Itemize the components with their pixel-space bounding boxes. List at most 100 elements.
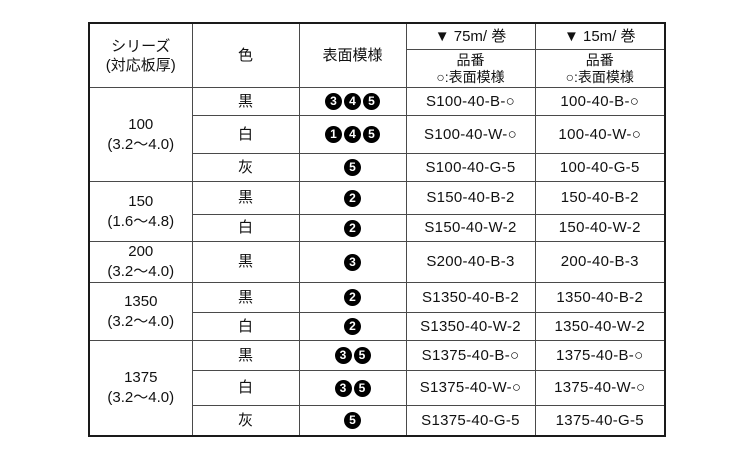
part-number-pattern-note: ○:表面模様 — [436, 68, 505, 85]
pattern-badge-1: 1 — [325, 126, 342, 144]
header-series: シリーズ (対応板厚) — [88, 22, 193, 88]
series-cell: 200 (3.2～4.0) — [88, 241, 193, 283]
part-number-15m-cell: 1375-40-B-○ — [534, 340, 666, 371]
table-row: 150 (1.6～4.8) 黒 2 S150-40-B-2 150-40-B-2 — [88, 181, 666, 242]
color-cell: 灰 — [191, 405, 300, 436]
pattern-cell: 2 — [298, 181, 407, 215]
part-number-75m-cell: S1350-40-W-2 — [405, 312, 536, 341]
series-thickness: (3.2～4.0) — [107, 263, 175, 280]
part-number-75m-cell: S1350-40-B-2 — [405, 282, 536, 313]
series-cell: 150 (1.6～4.8) — [88, 181, 193, 242]
color-cell: 黒 — [191, 282, 300, 313]
table-row: 1375 (3.2～4.0) 黒 3 5 S1375-40-B-○ 1375-40-B-○ — [88, 340, 666, 436]
pattern-badge-3: 3 — [334, 347, 352, 365]
pattern-badge-4: 4 — [344, 93, 361, 111]
part-number-15m-cell: 100-40-G-5 — [534, 153, 666, 182]
header-series-thickness: (対応板厚) — [105, 56, 176, 74]
part-number-75m-cell: S1375-40-G-5 — [405, 405, 536, 436]
color-cell: 白 — [191, 312, 300, 341]
part-number-pattern-note: ○:表面模様 — [565, 68, 634, 85]
series-number: 1350 — [124, 292, 158, 310]
pattern-badge-3: 3 — [334, 379, 352, 397]
part-number-15m-cell: 100-40-W-○ — [534, 115, 666, 154]
pattern-badge-2: 2 — [344, 318, 361, 336]
table-row: 100 (3.2～4.0) 黒 3 4 5 S100-40-B-○ 100-40-B-○ — [88, 87, 666, 182]
table-row: 1350 (3.2～4.0) 黒 2 S1350-40-B-2 1350-40-B-2 — [88, 282, 666, 341]
part-number-15m-cell: 1350-40-B-2 — [534, 282, 666, 313]
pattern-badge-5: 5 — [363, 93, 380, 111]
header-series-title: シリーズ — [111, 37, 171, 55]
series-cell: 1350 (3.2～4.0) — [88, 282, 193, 341]
color-cell: 黒 — [191, 181, 300, 215]
header-pattern: 表面模様 — [298, 22, 407, 88]
table-body: 100 (3.2～4.0) 黒 3 4 5 S100-40-B-○ 100-40-B-○ 白 1 4… — [88, 87, 666, 436]
part-number-75m-cell: S100-40-B-○ — [405, 87, 536, 116]
part-number-75m-cell: S100-40-W-○ — [405, 115, 536, 154]
pattern-badge-2: 2 — [344, 189, 361, 207]
pattern-badge-4: 4 — [344, 126, 361, 144]
series-number: 1375 — [124, 368, 158, 386]
series-thickness: (3.2～4.0) — [107, 312, 175, 330]
pattern-cell: 5 — [298, 153, 407, 182]
part-number-15m-cell: 200-40-B-3 — [534, 241, 666, 283]
part-number-15m-cell: 150-40-B-2 — [534, 181, 666, 215]
part-number-75m-cell: S1375-40-B-○ — [405, 340, 536, 371]
part-number-15m-cell: 100-40-B-○ — [534, 87, 666, 116]
header-part-number-75m: 品番 ○:表面模様 — [405, 49, 536, 88]
pattern-badge-5: 5 — [363, 126, 380, 144]
series-number: 150 — [128, 192, 154, 210]
pattern-cell: 3 — [298, 241, 407, 283]
pattern-badge-5: 5 — [344, 159, 361, 177]
series-number: 200 — [128, 243, 154, 260]
pattern-badge-5: 5 — [353, 347, 371, 365]
series-cell: 100 (3.2～4.0) — [88, 87, 193, 182]
pattern-cell: 5 — [298, 405, 407, 436]
part-number-75m-cell: S150-40-W-2 — [405, 214, 536, 242]
part-number-75m-cell: S100-40-G-5 — [405, 153, 536, 182]
series-number: 100 — [128, 115, 154, 133]
table-header: シリーズ (対応板厚) 色 表面模様 ▼ 75m/ 巻 ▼ 15m/ 巻 品番 … — [88, 22, 666, 88]
part-number-15m-cell: 1350-40-W-2 — [534, 312, 666, 341]
pattern-badge-3: 3 — [344, 253, 361, 271]
part-number-15m-cell: 1375-40-W-○ — [534, 370, 666, 406]
part-number-75m-cell: S150-40-B-2 — [405, 181, 536, 215]
series-thickness: (1.6～4.8) — [107, 212, 175, 230]
header-part-number-15m: 品番 ○:表面模様 — [534, 49, 666, 88]
header-roll-75m: ▼ 75m/ 巻 — [405, 22, 536, 50]
table-row: 白 1 4 5 S100-40-W-○ 100-40-W-○ — [89, 115, 666, 154]
pattern-cell: 2 — [298, 214, 407, 242]
product-part-number-table: シリーズ (対応板厚) 色 表面模様 ▼ 75m/ 巻 ▼ 15m/ 巻 品番 … — [88, 22, 666, 437]
series-thickness: (3.2～4.0) — [107, 135, 175, 153]
color-cell: 黒 — [191, 87, 300, 116]
series-cell: 1375 (3.2～4.0) — [88, 340, 193, 436]
series-thickness: (3.2～4.0) — [107, 388, 175, 406]
color-cell: 白 — [191, 214, 300, 242]
color-cell: 白 — [191, 370, 300, 406]
part-number-75m-cell: S1375-40-W-○ — [405, 370, 536, 406]
pattern-badge-5: 5 — [344, 412, 361, 430]
table-row: 白 2 S150-40-W-2 150-40-W-2 — [89, 214, 666, 242]
color-cell: 灰 — [191, 153, 300, 182]
pattern-badge-3: 3 — [325, 93, 342, 111]
part-number-label: 品番 — [456, 51, 485, 68]
color-cell: 白 — [191, 115, 300, 154]
table-row: 白 2 S1350-40-W-2 1350-40-W-2 — [89, 312, 666, 341]
table-row: 灰 5 S1375-40-G-5 1375-40-G-5 — [89, 405, 666, 436]
color-cell: 黒 — [191, 340, 300, 371]
part-number-15m-cell: 150-40-W-2 — [534, 214, 666, 242]
pattern-cell: 2 — [298, 282, 407, 313]
table-row: 200 (3.2～4.0) 黒 3 S200-40-B-3 200-40-B-3 — [88, 241, 666, 283]
pattern-cell: 2 — [298, 312, 407, 341]
part-number-15m-cell: 1375-40-G-5 — [534, 405, 666, 436]
part-number-label: 品番 — [585, 51, 614, 68]
color-cell: 黒 — [191, 241, 300, 283]
header-row-sub: 品番 ○:表面模様 品番 ○:表面模様 — [89, 49, 666, 88]
pattern-badge-2: 2 — [344, 219, 361, 237]
pattern-badge-2: 2 — [344, 289, 361, 307]
part-number-75m-cell: S200-40-B-3 — [405, 241, 536, 283]
